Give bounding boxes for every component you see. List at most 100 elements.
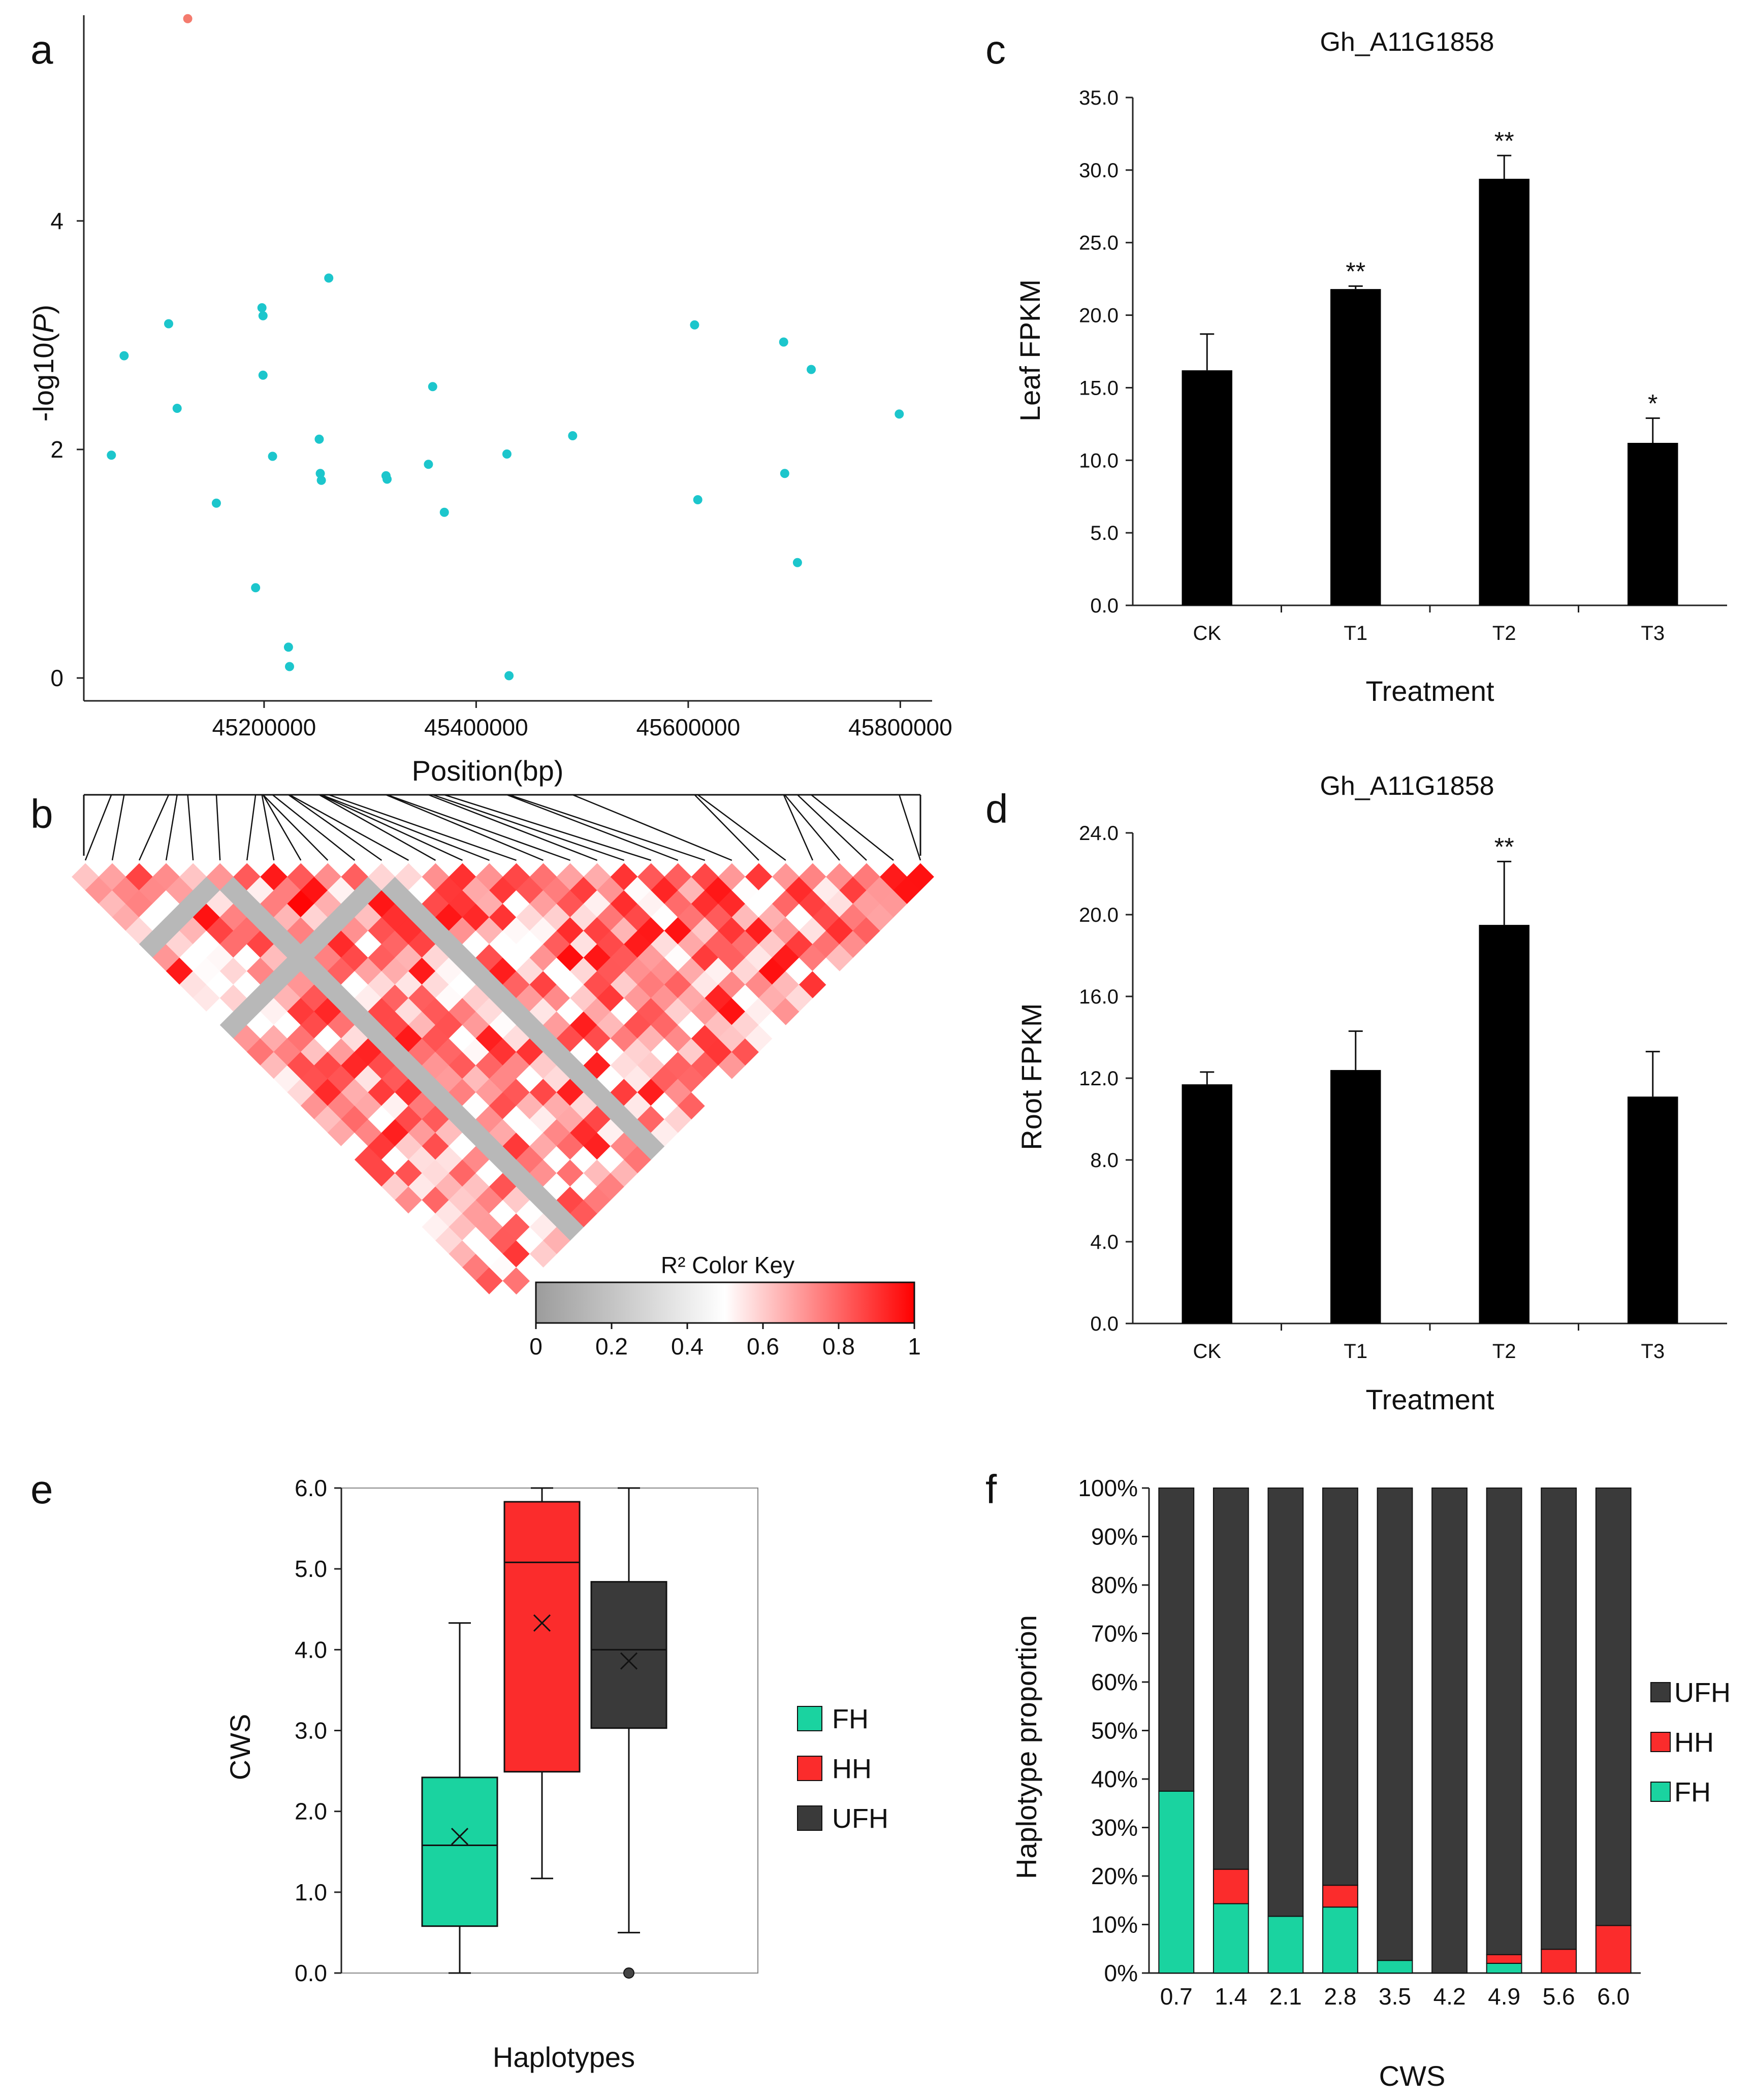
panel-d-root-fpkm: d Gh_A11G1858 0.0 4.0 8.0 12.0 16.0 20.0 24.0 C…	[985, 771, 1727, 1415]
snp-connector-line	[387, 794, 571, 861]
bar-segment-ufh	[1377, 1488, 1413, 1961]
snp-point	[283, 642, 293, 652]
x-tick-label: 45800000	[848, 714, 952, 740]
snp-connector-line	[783, 794, 814, 861]
snp-connector-line	[272, 794, 356, 861]
color-key-title: R² Color Key	[661, 1252, 794, 1278]
snp-connector-line	[508, 794, 706, 861]
legend-swatch	[797, 1805, 822, 1831]
panel-label-d: d	[985, 786, 1008, 831]
y-axis-title: Leaf FPKM	[1014, 279, 1046, 422]
x-axis-title: Position(bp)	[412, 755, 564, 787]
snp-point	[164, 319, 173, 329]
snp-point	[119, 351, 129, 361]
snp-point	[792, 558, 802, 567]
y-tick-label: 12.0	[1079, 1068, 1119, 1090]
bar	[1330, 289, 1381, 605]
snp-connector-line	[320, 794, 463, 861]
box	[421, 1776, 498, 1927]
x-tick-label: T2	[1492, 1340, 1516, 1363]
x-tick-label: 4.9	[1488, 1983, 1520, 2010]
bar-segment-ufh	[1541, 1488, 1577, 1950]
snp-connector-line	[444, 794, 652, 861]
panel-c-leaf-fpkm: c Gh_A11G1858 0.0 5.0 10.0 15.0 20.0 25.0 30.0…	[985, 27, 1727, 707]
y-tick-label: 90%	[1091, 1524, 1138, 1550]
snp-connector-line	[428, 794, 598, 861]
x-tick-label: 5.6	[1543, 1983, 1575, 2010]
y-axis-title: -log10(P)	[27, 305, 59, 422]
snp-connector-line	[797, 794, 867, 861]
y-axis-title: Root FPKM	[1015, 1003, 1047, 1150]
y-tick-label: 25.0	[1079, 232, 1119, 254]
snp-point	[382, 474, 392, 484]
snp-connector-line	[262, 794, 302, 861]
snp-point	[172, 404, 182, 413]
y-tick-label: 20.0	[1079, 305, 1119, 327]
snp-point	[424, 460, 433, 469]
snp-point	[779, 337, 788, 347]
bar-segment-fh	[1267, 1916, 1304, 1974]
snp-connector-line	[899, 794, 921, 861]
y-tick-label: 16.0	[1079, 986, 1119, 1008]
x-axis-title: CWS	[1379, 2060, 1446, 2092]
color-key-tick-label: 0.4	[671, 1333, 704, 1360]
panel-label-b: b	[30, 791, 53, 836]
y-axis-title: CWS	[224, 1714, 256, 1781]
snp-connector-line	[246, 794, 257, 861]
y-tick-label: 4.0	[295, 1636, 327, 1663]
bar	[1182, 1084, 1232, 1323]
snp-point	[107, 450, 116, 460]
snp-point	[257, 303, 267, 312]
snp-connector-line	[288, 794, 382, 861]
y-tick-label: 100%	[1078, 1475, 1138, 1501]
bar-segment-ufh	[1486, 1488, 1522, 1955]
snp-connector-line	[165, 794, 178, 861]
snp-point	[251, 583, 261, 593]
x-axis-title: Treatment	[1365, 1383, 1494, 1415]
scatter-points	[107, 14, 904, 681]
snp-connector-line	[386, 794, 544, 861]
mean-marker	[620, 1652, 638, 1670]
x-tick-label: 45200000	[212, 714, 316, 740]
y-tick-label: 40%	[1091, 1766, 1138, 1792]
outlier-point	[623, 1967, 634, 1979]
panel-f-stacked-bars: f 0% 10% 20% 30% 40% 50% 60% 70% 80% 90% 100% 0.7 1.…	[985, 1467, 1731, 2092]
bar	[1628, 443, 1678, 605]
mean-marker	[451, 1827, 469, 1846]
snp-connector-line	[262, 794, 329, 861]
x-tick-label: 0.7	[1160, 1983, 1193, 2010]
bar-segment-hh	[1486, 1954, 1522, 1964]
snp-connector-line	[318, 794, 436, 861]
snp-connector-line	[187, 794, 194, 861]
snp-point	[895, 409, 904, 419]
color-key-bar	[535, 1281, 915, 1324]
snp-connector-line	[811, 794, 894, 861]
y-tick-label: 10.0	[1079, 449, 1119, 472]
color-key-tick-label: 0.8	[822, 1333, 855, 1360]
bar-segment-ufh	[1322, 1488, 1358, 1886]
bar-segment-ufh	[1595, 1488, 1632, 1926]
y-tick-label: 5.0	[295, 1556, 327, 1582]
x-tick-label: 45400000	[424, 714, 528, 740]
bar-segment-fh	[1213, 1903, 1249, 1974]
y-tick-label: 0%	[1104, 1960, 1138, 1986]
bar-chart: 0.0 4.0 8.0 12.0 16.0 20.0 24.0 CK T1 ** T2 T3	[1079, 822, 1727, 1363]
x-tick-label: 2.8	[1324, 1983, 1356, 2010]
snp-point	[780, 469, 789, 478]
significance-marker: **	[1494, 126, 1514, 155]
y-axis-title-p: P	[27, 314, 59, 333]
legend-label: HH	[1674, 1727, 1714, 1758]
snp-point	[315, 469, 325, 478]
y-tick-label: 0.0	[1090, 595, 1119, 617]
x-tick-label: 1.4	[1215, 1983, 1247, 2010]
snp-connector-line	[215, 794, 221, 861]
panel-label-f: f	[985, 1467, 997, 1512]
significance-marker: **	[1494, 832, 1514, 861]
legend-swatch	[797, 1706, 822, 1731]
y-tick-label: 0.0	[295, 1960, 327, 1986]
snp-point	[690, 320, 699, 330]
y-tick-label: 0.0	[1090, 1313, 1119, 1335]
snp-point	[428, 382, 437, 392]
y-tick-label: 8.0	[1090, 1149, 1119, 1172]
